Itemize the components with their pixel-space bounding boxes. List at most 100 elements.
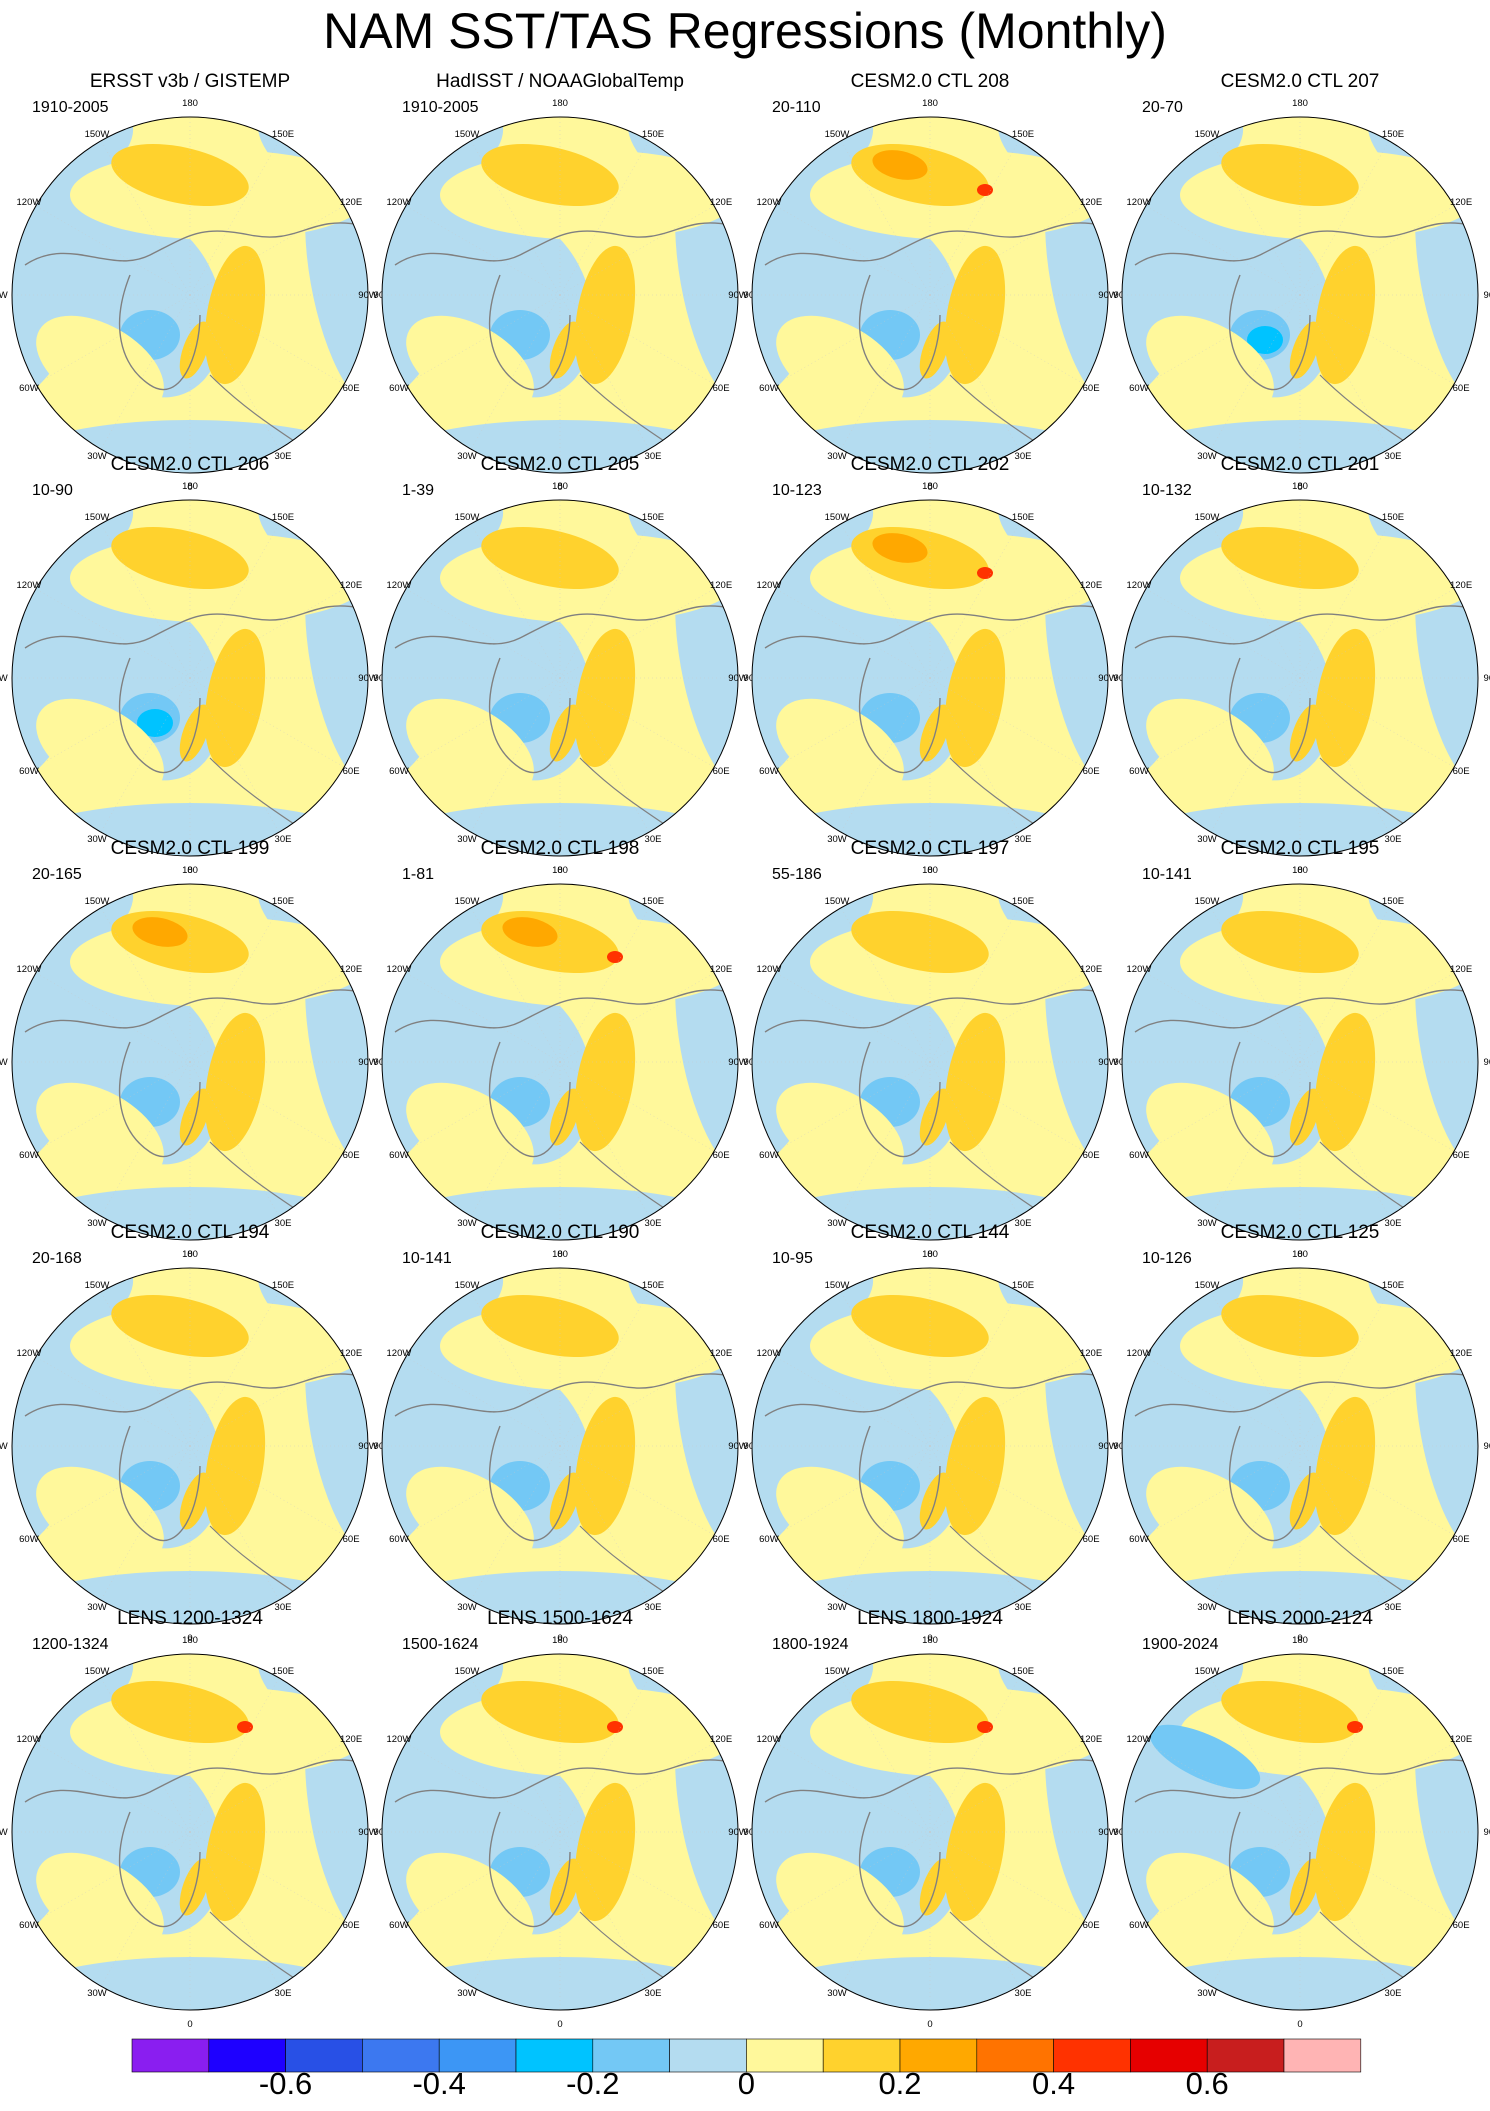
meridian-label: 180 [1292, 1249, 1308, 1260]
panel-title: CESM2.0 CTL 207 [1221, 71, 1380, 92]
colorbar-tick-label: -0.2 [566, 2066, 619, 2101]
colorbar-swatch [438, 2038, 517, 2073]
meridian-label: 90W [728, 1827, 748, 1838]
meridian-label: 120E [710, 197, 732, 208]
panel-title: LENS 1800-1924 [857, 1608, 1003, 1629]
meridian-label: 90W [1098, 1441, 1118, 1452]
colorbar-swatch [131, 2038, 210, 2073]
map-outline [11, 116, 369, 474]
panel-years: 10-141 [402, 1250, 452, 1267]
panel-years: 1900-2024 [1142, 1636, 1219, 1653]
meridian-label: 0 [927, 865, 932, 876]
meridian-label: 60E [1453, 1534, 1470, 1545]
meridian-label: 90W [728, 1057, 748, 1068]
meridian-label: 150W [85, 129, 110, 140]
meridian-label: 30E [1015, 1218, 1032, 1229]
map-outline [381, 1653, 739, 2011]
meridian-label: 150W [85, 896, 110, 907]
meridian-label: 30E [1015, 1602, 1032, 1613]
colorbar-swatch [976, 2038, 1054, 2073]
panel-years: 55-186 [772, 866, 822, 883]
meridian-label: 30W [1197, 1218, 1217, 1229]
meridian-label: 120E [710, 580, 732, 591]
panel-title: CESM2.0 CTL 144 [851, 1222, 1010, 1243]
meridian-label: 0 [1297, 1633, 1302, 1644]
meridian-label: 90W [0, 290, 8, 301]
meridian-label: 120E [1450, 197, 1472, 208]
meridian-label: 30E [275, 451, 292, 462]
colorbar-tick-label: 0.4 [1032, 2066, 1075, 2101]
meridian-label: 60W [759, 383, 779, 394]
meridian-label: 60E [1453, 383, 1470, 394]
meridian-label: 180 [182, 98, 198, 109]
meridian-label: 120E [340, 1348, 362, 1359]
meridian-label: 90W [728, 1441, 748, 1452]
panel-years: 20-70 [1142, 99, 1183, 116]
regression-field [12, 117, 368, 473]
meridian-label: 150W [825, 1666, 850, 1677]
meridian-label: 60E [343, 383, 360, 394]
meridian-label: 150E [1382, 129, 1404, 140]
panel-title: ERSST v3b / GISTEMP [90, 71, 290, 92]
map-outline [751, 1653, 1109, 2011]
map-outline [1121, 116, 1479, 474]
meridian-label: 180 [1292, 481, 1308, 492]
meridian-label: 150W [825, 896, 850, 907]
meridian-label: 150E [1012, 129, 1034, 140]
meridian-label: 90E [1484, 673, 1490, 684]
colorbar-swatch [822, 2038, 901, 2073]
map-panel: LENS 2000-2124 1900-2024 180 150E 120E 90E 60E… [1098, 1608, 1490, 2030]
meridian-label: 120E [1450, 580, 1472, 591]
meridian-label: 60W [389, 1920, 409, 1931]
meridian-label: 180 [1292, 865, 1308, 876]
meridian-label: 180 [1292, 1635, 1308, 1646]
map-outline [1121, 499, 1479, 857]
map-panel: ERSST v3b / GISTEMP 1910-2005 180 150E 120E 9… [0, 71, 390, 493]
meridian-label: 120W [17, 580, 42, 591]
meridian-label: 120W [757, 1734, 782, 1745]
meridian-label: 30W [1197, 451, 1217, 462]
meridian-label: 120W [387, 580, 412, 591]
meridian-label: 30W [87, 451, 107, 462]
meridian-label: 180 [552, 1635, 568, 1646]
map-outline [11, 499, 369, 857]
meridian-label: 30W [87, 1218, 107, 1229]
meridian-label: 150W [1195, 896, 1220, 907]
meridian-label: 60W [389, 1534, 409, 1545]
map-outline [751, 1267, 1109, 1625]
meridian-label: 30E [645, 834, 662, 845]
meridian-label: 30E [1015, 1988, 1032, 1999]
colorbar-swatch [208, 2038, 286, 2073]
meridian-label: 30E [1385, 451, 1402, 462]
map-outline [11, 1653, 369, 2011]
meridian-label: 150E [642, 896, 664, 907]
meridian-label: 90W [358, 290, 378, 301]
meridian-label: 30E [275, 1218, 292, 1229]
meridian-label: 0 [557, 2019, 562, 2030]
meridian-label: 120E [1080, 1348, 1102, 1359]
meridian-label: 120E [1080, 1734, 1102, 1745]
map-outline [381, 116, 739, 474]
meridian-label: 120W [17, 1348, 42, 1359]
meridian-label: 120E [1450, 1348, 1472, 1359]
meridian-label: 60E [1083, 766, 1100, 777]
meridian-label: 60E [1083, 1534, 1100, 1545]
meridian-label: 30W [827, 834, 847, 845]
meridian-label: 150W [455, 896, 480, 907]
map-outline [1121, 1267, 1479, 1625]
meridian-label: 150W [1195, 1666, 1220, 1677]
panel-years: 1-81 [402, 866, 434, 883]
meridian-label: 30W [457, 834, 477, 845]
panel-years: 20-165 [32, 866, 82, 883]
meridian-label: 180 [182, 481, 198, 492]
meridian-label: 60W [19, 766, 39, 777]
meridian-label: 150E [1382, 1280, 1404, 1291]
meridian-label: 90E [1484, 1057, 1490, 1068]
meridian-label: 120E [1450, 1734, 1472, 1745]
meridian-label: 90W [0, 1441, 8, 1452]
meridian-label: 120W [387, 1734, 412, 1745]
meridian-label: 180 [922, 1635, 938, 1646]
